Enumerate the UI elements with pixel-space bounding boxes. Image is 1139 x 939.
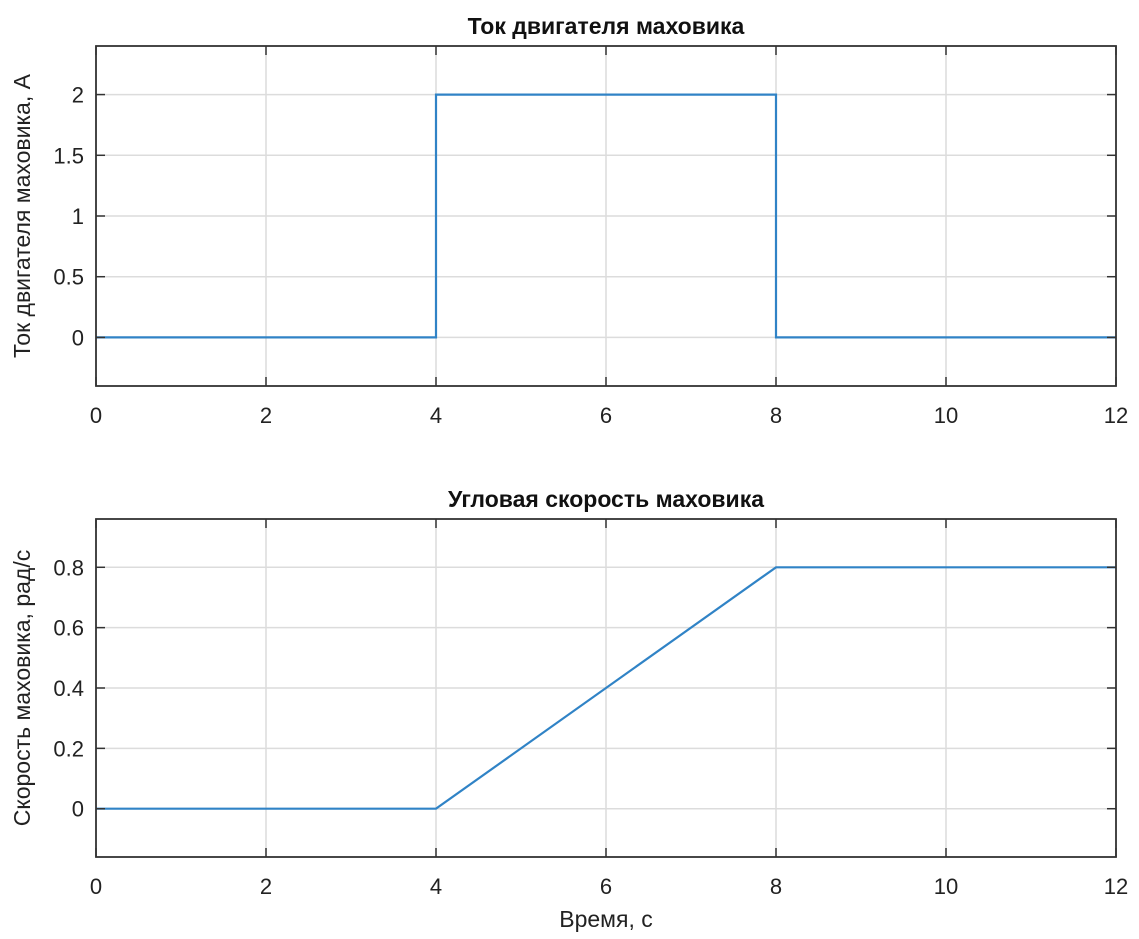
y-tick-label: 0 — [72, 797, 84, 822]
x-tick-label: 10 — [934, 403, 958, 428]
y-axis-label: Скорость маховика, рад/с — [9, 550, 35, 826]
x-tick-label: 0 — [90, 403, 102, 428]
x-tick-label: 12 — [1104, 403, 1128, 428]
y-tick-label: 0.8 — [53, 555, 84, 580]
y-tick-label: 1 — [72, 204, 84, 229]
x-axis-label: Время, с — [559, 906, 652, 932]
y-tick-label: 0 — [72, 325, 84, 350]
x-tick-label: 12 — [1104, 874, 1128, 899]
x-tick-label: 0 — [90, 874, 102, 899]
y-tick-label: 2 — [72, 83, 84, 108]
y-tick-label: 0.4 — [53, 676, 84, 701]
x-tick-label: 2 — [260, 874, 272, 899]
y-tick-label: 0.5 — [53, 265, 84, 290]
y-tick-label: 1.5 — [53, 143, 84, 168]
speed-chart: Угловая скорость маховика Скорость махов… — [9, 486, 1128, 932]
y-tick-label: 0.6 — [53, 616, 84, 641]
series-line — [96, 93, 1116, 339]
x-tick-label: 8 — [770, 874, 782, 899]
series-line — [96, 566, 1116, 810]
x-tick-label: 8 — [770, 403, 782, 428]
x-tick-label: 4 — [430, 874, 442, 899]
x-tick-label: 2 — [260, 403, 272, 428]
y-axis-label: Ток двигателя маховика, А — [9, 73, 35, 358]
x-tick-label: 4 — [430, 403, 442, 428]
chart-title: Ток двигателя маховика — [468, 13, 745, 39]
y-tick-label: 0.2 — [53, 736, 84, 761]
x-tick-label: 6 — [600, 403, 612, 428]
current-chart: Ток двигателя маховика Ток двигателя мах… — [9, 13, 1128, 428]
chart-title: Угловая скорость маховика — [448, 486, 764, 512]
x-tick-label: 6 — [600, 874, 612, 899]
x-tick-label: 10 — [934, 874, 958, 899]
